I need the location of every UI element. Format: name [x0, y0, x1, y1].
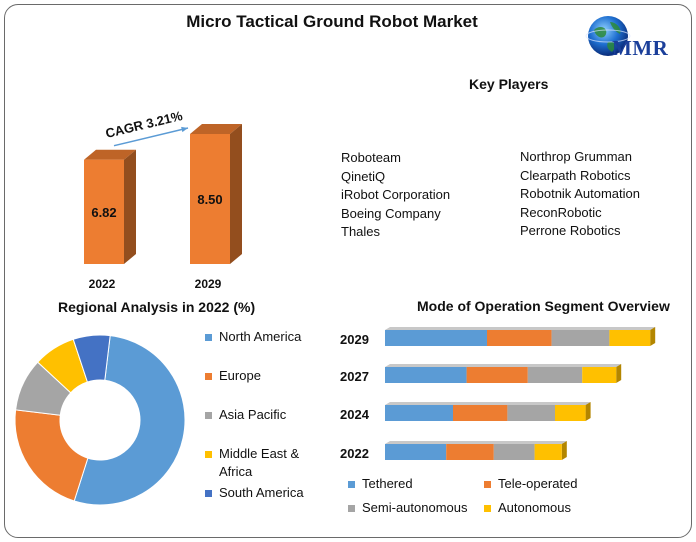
legend-label: Middle East & Africa: [219, 446, 300, 479]
donut-slice: [72, 334, 111, 383]
stacked-bar-segment: [453, 405, 508, 421]
legend-label: Tele-operated: [498, 476, 578, 491]
key-players-right-list: Northrop Grumman Clearpath Robotics Robo…: [520, 148, 640, 241]
bar-top: [190, 124, 242, 134]
legend-label: Europe: [219, 368, 261, 383]
donut-slice: [73, 335, 186, 506]
legend-label: North America: [219, 329, 302, 344]
key-player-item: ReconRobotic: [520, 204, 602, 220]
category-label: 2029: [195, 277, 222, 290]
legend-label: South America: [219, 485, 304, 500]
stacked-bar-segment: [527, 367, 583, 383]
legend-swatch: [348, 505, 355, 512]
key-player-item: QinetiQ: [341, 168, 386, 184]
regional-donut-chart: [14, 334, 186, 506]
bar-side: [650, 327, 656, 346]
infographic-frame: [4, 4, 692, 538]
key-player-item: Clearpath Robotics: [520, 167, 631, 183]
stacked-bar-segment: [385, 444, 447, 460]
legend-label: Tethered: [362, 476, 413, 491]
key-player-item: Northrop Grumman: [520, 149, 632, 164]
legend-item-tele-operated: Tele-operated: [484, 475, 578, 493]
legend-swatch: [205, 412, 212, 419]
bar-side: [230, 124, 242, 264]
bar-value-label: 6.82: [91, 205, 116, 220]
cagr-label: CAGR 3.21%: [104, 108, 185, 141]
logo-text: MMR: [612, 36, 669, 60]
bar-top: [84, 149, 136, 160]
bar: [190, 134, 230, 264]
bar-top: [385, 364, 622, 367]
key-player-item: Roboteam: [341, 150, 401, 165]
legend-label: Semi-autonomous: [362, 500, 468, 515]
mode-stacked-bar-chart: 2029 2027 2024 2022: [340, 327, 656, 461]
legend-swatch: [205, 490, 212, 497]
stacked-bar-segment: [507, 405, 555, 421]
stacked-bar-segment: [493, 444, 535, 460]
category-label: 2027: [340, 369, 369, 384]
key-player-item: Robotnik Automation: [520, 186, 640, 201]
stacked-bar-segment: [385, 405, 453, 421]
legend-swatch: [205, 334, 212, 341]
legend-swatch: [484, 481, 491, 488]
legend-item-semi-autonomous: Semi-autonomous: [348, 499, 468, 517]
bar-side: [561, 441, 567, 460]
regional-title: Regional Analysis in 2022 (%): [58, 299, 256, 315]
bar: [84, 159, 124, 264]
legend-item-north-america: North America: [205, 328, 301, 346]
key-players-left-list: Roboteam QinetiQ iRobot Corporation Boei…: [341, 149, 450, 242]
key-player-item: Boeing Company: [341, 205, 441, 221]
category-label: 2024: [340, 407, 370, 422]
legend-swatch: [348, 481, 355, 488]
bar-side: [585, 402, 591, 421]
cagr-arrow: [113, 127, 189, 147]
legend-swatch: [484, 505, 491, 512]
bar-side: [124, 149, 136, 264]
page-title: Micro Tactical Ground Robot Market: [186, 12, 478, 31]
legend-label: Autonomous: [498, 500, 571, 515]
key-player-item: Perrone Robotics: [520, 223, 621, 238]
stacked-bar-segment: [446, 444, 494, 460]
key-player-item: Thales: [341, 224, 381, 239]
stacked-bar-segment: [385, 367, 467, 383]
stacked-bar-segment: [609, 330, 651, 346]
cagr-arrow-head: [181, 126, 188, 133]
category-label: 2022: [340, 446, 369, 461]
bar-top: [385, 327, 656, 330]
legend-swatch: [205, 451, 212, 458]
bar-top: [385, 441, 567, 444]
legend-item-south-america: South America: [205, 484, 304, 502]
legend-item-asia-pacific: Asia Pacific: [205, 406, 286, 424]
mmr-logo: MMR: [584, 10, 688, 68]
bar-top: [385, 402, 591, 405]
legend-item-europe: Europe: [205, 367, 261, 385]
category-label: 2022: [89, 277, 116, 290]
legend-item-middle-east-africa: Middle East & Africa: [205, 445, 315, 481]
stacked-bar-segment: [466, 367, 528, 383]
stacked-bar-segment: [555, 405, 586, 421]
key-players-title: Key Players: [469, 76, 549, 92]
key-player-item: iRobot Corporation: [341, 187, 451, 202]
stacked-bar-segment: [534, 444, 562, 460]
donut-slice: [14, 409, 89, 502]
bar-value-label: 8.50: [197, 192, 222, 207]
bar-side: [616, 364, 622, 383]
stacked-bar-segment: [487, 330, 552, 346]
legend-item-autonomous: Autonomous: [484, 499, 571, 517]
category-label: 2029: [340, 332, 369, 347]
stacked-bar-segment: [385, 330, 487, 346]
stacked-bar-segment: [582, 367, 617, 383]
legend-item-tethered: Tethered: [348, 475, 413, 493]
globe-icon: [585, 16, 631, 56]
stacked-bar-segment: [551, 330, 610, 346]
mode-title: Mode of Operation Segment Overview: [417, 298, 670, 314]
legend-swatch: [205, 373, 212, 380]
legend-label: Asia Pacific: [219, 407, 287, 422]
